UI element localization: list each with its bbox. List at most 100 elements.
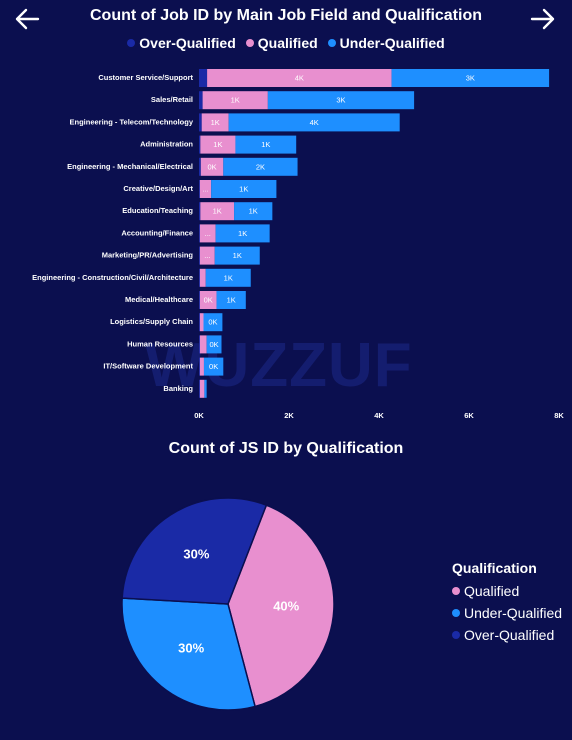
bar-segment-over-qualified[interactable] [199,357,200,376]
data-label: 0K [209,340,218,349]
bar-segment-over-qualified[interactable] [199,113,202,132]
category-label: Medical/Healthcare [125,295,193,304]
bar-segment-over-qualified[interactable] [199,291,200,309]
bar-segment-under-qualified[interactable] [223,157,298,176]
bar-segment-over-qualified[interactable] [199,135,201,154]
pie-slice-qualified[interactable] [227,504,335,708]
bar-segment-under-qualified[interactable] [391,69,550,87]
bar-segment-over-qualified[interactable] [199,157,201,176]
legend-dot-under-qualified [327,39,336,47]
pie-slice-over-qualified[interactable] [121,497,268,605]
data-label: 2K [256,162,265,171]
category-label: Administration [140,140,193,149]
data-label: 1K [224,273,233,282]
data-label: 1K [231,96,240,105]
bar-segment-qualified[interactable] [199,313,204,332]
bar-segment-over-qualified[interactable] [199,202,201,221]
bar-segment-over-qualified[interactable] [199,91,203,110]
pie-legend-title: Qualification [452,560,537,576]
legend-item-qualified[interactable]: Qualified [245,35,318,51]
data-label: 1K [239,184,248,193]
bar-segment-under-qualified[interactable] [203,313,223,332]
legend-label: Under-Qualified [339,35,445,51]
pie-slice-label: 40% [273,599,299,614]
bar-segment-under-qualified[interactable] [215,224,270,243]
x-tick-label: 4K [374,411,384,420]
bar-segment-under-qualified[interactable] [204,379,207,398]
category-label: Human Resources [127,339,193,348]
category-label: Sales/Retail [151,95,193,104]
pie-chart: 40% 30% 30% [121,497,335,711]
bar-segment-qualified[interactable] [199,357,204,376]
bar-segment-under-qualified[interactable] [214,246,260,265]
x-tick-label: 8K [554,411,564,420]
bar-segment-over-qualified[interactable] [199,180,200,198]
bar-segment-over-qualified[interactable] [199,313,200,332]
data-label: 1K [213,140,222,149]
pie-slice-label: 30% [183,546,209,561]
category-label: Accounting/Finance [121,228,193,237]
data-label: 1K [249,207,258,216]
bar-segment-over-qualified[interactable] [199,224,200,243]
bar-segment-under-qualified[interactable] [234,202,273,221]
bar-segment-under-qualified[interactable] [206,335,222,354]
bar-segment-qualified[interactable] [200,135,236,154]
bar-segment-qualified[interactable] [202,91,268,110]
arrow-left-icon[interactable] [14,6,40,32]
bar-segment-qualified[interactable] [199,246,215,265]
pie-legend-item-under-qualified[interactable]: Under-Qualified [452,602,562,624]
bar-segment-over-qualified[interactable] [199,69,208,87]
bar-segment-under-qualified[interactable] [235,135,297,154]
legend-label: Qualified [257,35,318,51]
pie-legend-item-over-qualified[interactable]: Over-Qualified [452,624,562,646]
bar-segment-qualified[interactable] [199,291,217,309]
bar-segment-qualified[interactable] [201,113,229,132]
pie-legend-item-qualified[interactable]: Qualified [452,580,562,602]
category-label: Marketing/PR/Advertising [102,251,194,260]
legend-label: Over-Qualified [139,35,236,51]
bar-segment-under-qualified[interactable] [203,357,224,376]
bar-segment-qualified[interactable] [199,180,212,198]
bar-segment-qualified[interactable] [199,224,216,243]
bar-segment-qualified[interactable] [207,69,392,87]
legend-dot-under-qualified [452,609,460,617]
bar-segment-under-qualified[interactable] [228,113,400,132]
category-label: Engineering - Mechanical/Electrical [67,162,193,171]
data-label: 4K [310,118,319,127]
category-label: Engineering - Construction/Civil/Archite… [32,273,193,282]
bar-segment-under-qualified[interactable] [267,91,415,110]
bar-segment-qualified[interactable] [199,335,207,354]
bar-segment-qualified[interactable] [200,157,224,176]
category-label: Education/Teaching [122,206,193,215]
bar-segment-qualified[interactable] [200,202,235,221]
legend-dot-over-qualified [127,39,136,47]
data-label: 1K [213,207,222,216]
bar-segment-under-qualified[interactable] [216,291,246,309]
data-label: ... [202,184,208,193]
legend-item-over-qualified[interactable]: Over-Qualified [127,35,236,51]
bar-segment-over-qualified[interactable] [199,335,200,354]
pie-chart-legend: Qualification Qualified Under-Qualified … [452,560,562,646]
bar-chart-legend: Over-Qualified Qualified Under-Qualified [0,35,572,51]
legend-item-under-qualified[interactable]: Under-Qualified [327,35,445,51]
bar-segment-under-qualified[interactable] [205,268,251,287]
bar-segment-under-qualified[interactable] [211,180,277,198]
category-label: Logistics/Supply Chain [110,317,193,326]
bar-segment-over-qualified[interactable] [199,246,200,265]
pie-slice-under-qualified[interactable] [121,597,256,711]
pie-legend-label: Qualified [464,583,520,599]
arrow-right-icon[interactable] [530,6,556,32]
legend-dot-over-qualified [452,631,460,639]
bar-chart: Customer Service/Support 4K 3K Sales/Retail… [32,69,564,420]
data-label: ... [204,251,210,260]
bar-segment-over-qualified[interactable] [199,268,200,287]
bar-segment-over-qualified[interactable] [199,379,200,398]
bar-segment-qualified[interactable] [199,268,206,287]
x-tick-label: 2K [284,411,294,420]
data-label: 0K [209,362,218,371]
data-label: 1K [238,229,247,238]
data-label: 3K [466,73,475,82]
category-label: Customer Service/Support [98,73,193,82]
pie-legend-label: Over-Qualified [464,627,555,643]
bar-segment-qualified[interactable] [199,379,205,398]
